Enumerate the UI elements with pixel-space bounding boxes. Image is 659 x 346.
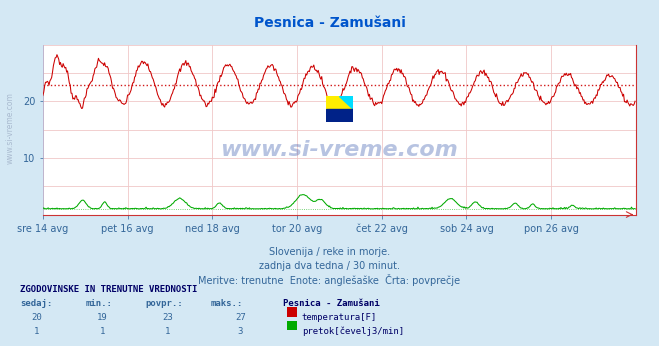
Text: pretok[čevelj3/min]: pretok[čevelj3/min] bbox=[302, 327, 404, 336]
Text: www.si-vreme.com: www.si-vreme.com bbox=[5, 92, 14, 164]
Text: Slovenija / reke in morje.: Slovenija / reke in morje. bbox=[269, 247, 390, 257]
Text: 1: 1 bbox=[165, 327, 171, 336]
Text: 19: 19 bbox=[97, 313, 107, 322]
Text: sedaj:: sedaj: bbox=[20, 299, 52, 308]
Text: maks.:: maks.: bbox=[211, 299, 243, 308]
Text: povpr.:: povpr.: bbox=[145, 299, 183, 308]
Text: 23: 23 bbox=[163, 313, 173, 322]
Text: Pesnica - Zamušani: Pesnica - Zamušani bbox=[283, 299, 380, 308]
Polygon shape bbox=[326, 96, 353, 109]
Text: Pesnica - Zamušani: Pesnica - Zamušani bbox=[254, 16, 405, 29]
Text: temperatura[F]: temperatura[F] bbox=[302, 313, 377, 322]
Text: 20: 20 bbox=[31, 313, 42, 322]
Text: www.si-vreme.com: www.si-vreme.com bbox=[221, 140, 458, 160]
Polygon shape bbox=[326, 109, 353, 122]
Text: min.:: min.: bbox=[86, 299, 113, 308]
Text: 3: 3 bbox=[238, 327, 243, 336]
Text: zadnja dva tedna / 30 minut.: zadnja dva tedna / 30 minut. bbox=[259, 261, 400, 271]
Polygon shape bbox=[339, 96, 353, 109]
Text: ZGODOVINSKE IN TRENUTNE VREDNOSTI: ZGODOVINSKE IN TRENUTNE VREDNOSTI bbox=[20, 285, 197, 294]
Text: 1: 1 bbox=[100, 327, 105, 336]
Text: 1: 1 bbox=[34, 327, 39, 336]
Text: 27: 27 bbox=[235, 313, 246, 322]
Text: Meritve: trenutne  Enote: anglešaške  Črta: povprečje: Meritve: trenutne Enote: anglešaške Črta… bbox=[198, 274, 461, 286]
